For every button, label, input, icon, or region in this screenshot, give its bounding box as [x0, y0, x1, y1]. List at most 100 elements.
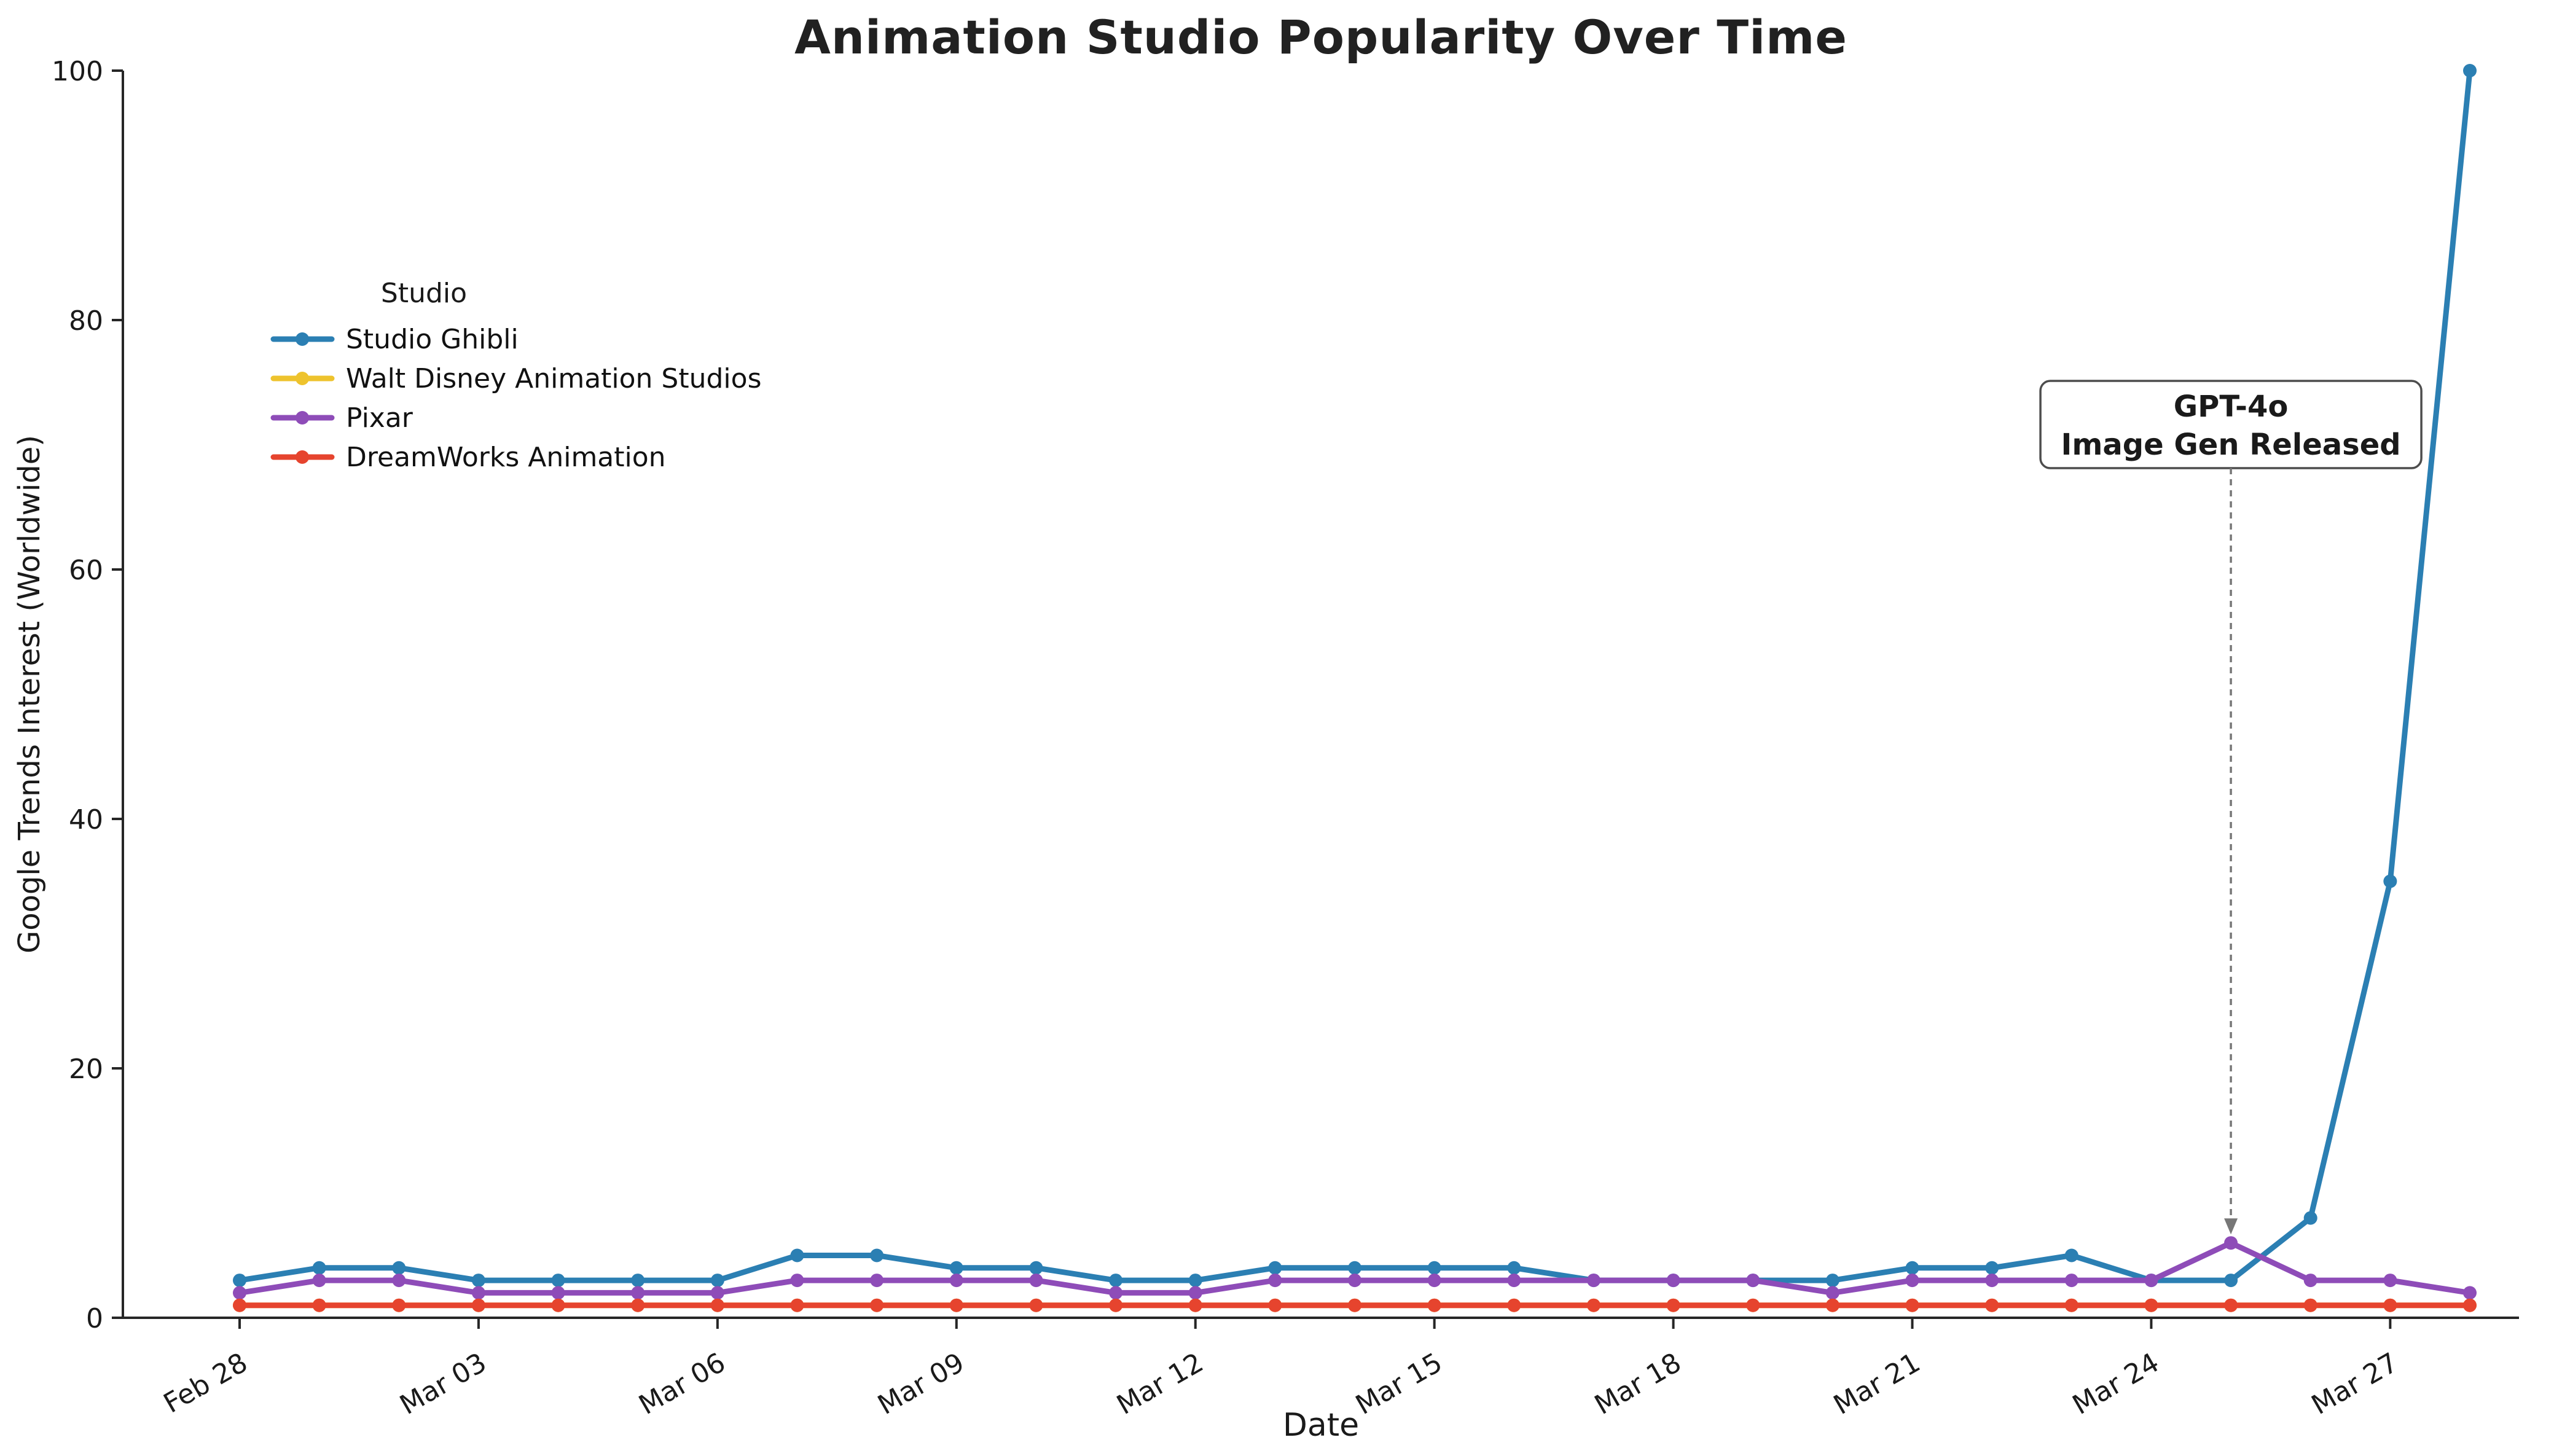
x-tick-label: Mar 18 [1589, 1347, 1686, 1421]
series-marker-dreamworks-animation [1985, 1298, 1999, 1312]
series-marker-studio-ghibli [1507, 1261, 1521, 1275]
y-tick-label: 80 [69, 305, 103, 337]
x-tick-label: Mar 09 [872, 1347, 970, 1421]
series-marker-pixar [2224, 1236, 2238, 1250]
series-marker-pixar [1825, 1286, 1839, 1300]
series-marker-dreamworks-animation [710, 1298, 724, 1312]
series-marker-studio-ghibli [233, 1274, 246, 1288]
series-marker-dreamworks-animation [2303, 1298, 2317, 1312]
series-marker-pixar [1109, 1286, 1123, 1300]
series-marker-pixar [1666, 1274, 1680, 1288]
series-marker-studio-ghibli [949, 1261, 963, 1275]
annotation-line-2: Image Gen Released [2061, 428, 2401, 462]
x-tick-label: Feb 28 [159, 1347, 253, 1419]
legend-label-walt-disney-animation-studios: Walt Disney Animation Studios [346, 363, 762, 394]
series-marker-dreamworks-animation [2064, 1298, 2078, 1312]
legend-marker-dreamworks-animation [296, 450, 309, 464]
legend-marker-walt-disney-animation-studios [296, 372, 309, 385]
series-marker-dreamworks-animation [1427, 1298, 1441, 1312]
x-tick-label: Mar 12 [1111, 1347, 1209, 1421]
series-marker-pixar [1427, 1274, 1441, 1288]
series-marker-pixar [1586, 1274, 1600, 1288]
series-marker-studio-ghibli [790, 1248, 804, 1262]
series-marker-studio-ghibli [631, 1274, 645, 1288]
y-tick-label: 60 [69, 555, 103, 586]
series-marker-pixar [790, 1274, 804, 1288]
series-marker-pixar [2463, 1286, 2477, 1300]
series-marker-dreamworks-animation [1188, 1298, 1202, 1312]
series-marker-studio-ghibli [710, 1274, 724, 1288]
series-marker-dreamworks-animation [471, 1298, 485, 1312]
series-marker-studio-ghibli [1825, 1274, 1839, 1288]
series-marker-studio-ghibli [1188, 1274, 1202, 1288]
series-marker-dreamworks-animation [233, 1298, 246, 1312]
series-marker-dreamworks-animation [870, 1298, 884, 1312]
series-marker-dreamworks-animation [2224, 1298, 2238, 1312]
series-marker-studio-ghibli [392, 1261, 406, 1275]
series-marker-dreamworks-animation [631, 1298, 645, 1312]
series-marker-studio-ghibli [2064, 1248, 2078, 1262]
series-marker-studio-ghibli [471, 1274, 485, 1288]
series-marker-pixar [870, 1274, 884, 1288]
x-tick-label: Mar 03 [394, 1347, 492, 1421]
series-marker-dreamworks-animation [1905, 1298, 1919, 1312]
series-marker-pixar [1507, 1274, 1521, 1288]
series-marker-dreamworks-animation [1666, 1298, 1680, 1312]
series-marker-pixar [1348, 1274, 1361, 1288]
x-tick-label: Mar 21 [1828, 1347, 1925, 1421]
series-marker-pixar [710, 1286, 724, 1300]
x-tick-label: Mar 15 [1350, 1347, 1447, 1421]
series-marker-pixar [312, 1274, 326, 1288]
series-line-studio-ghibli [237, 68, 2473, 1283]
x-tick-label: Mar 27 [2306, 1347, 2403, 1421]
series-marker-dreamworks-animation [1348, 1298, 1361, 1312]
y-tick-label: 40 [69, 804, 103, 836]
annotation-arrowhead [2224, 1218, 2238, 1235]
x-axis-label: Date [1282, 1407, 1360, 1444]
series-marker-pixar [2303, 1274, 2317, 1288]
series-marker-pixar [1746, 1274, 1760, 1288]
series-marker-dreamworks-animation [1109, 1298, 1123, 1312]
legend-marker-pixar [296, 411, 309, 425]
series-marker-dreamworks-animation [1825, 1298, 1839, 1312]
series-marker-studio-ghibli [2383, 874, 2397, 888]
series-marker-dreamworks-animation [1268, 1298, 1282, 1312]
series-marker-pixar [233, 1286, 246, 1300]
series-marker-studio-ghibli [1348, 1261, 1361, 1275]
legend-title: Studio [381, 278, 467, 309]
legend-label-studio-ghibli: Studio Ghibli [346, 324, 519, 355]
series-marker-dreamworks-animation [2463, 1298, 2477, 1312]
legend-label-dreamworks-animation: DreamWorks Animation [346, 442, 666, 473]
series-marker-studio-ghibli [2303, 1211, 2317, 1225]
legend-label-pixar: Pixar [346, 402, 413, 434]
series-marker-pixar [2064, 1274, 2078, 1288]
series-marker-pixar [551, 1286, 565, 1300]
series-marker-dreamworks-animation [312, 1298, 326, 1312]
series-marker-studio-ghibli [551, 1274, 565, 1288]
series-marker-dreamworks-animation [1586, 1298, 1600, 1312]
y-tick-label: 20 [69, 1054, 103, 1085]
series-marker-studio-ghibli [870, 1248, 884, 1262]
y-tick-label: 0 [86, 1303, 103, 1334]
chart-title: Animation Studio Popularity Over Time [794, 10, 1847, 65]
series-marker-pixar [1188, 1286, 1202, 1300]
x-tick-label: Mar 24 [2067, 1347, 2164, 1421]
series-marker-pixar [2144, 1274, 2158, 1288]
series-marker-pixar [949, 1274, 963, 1288]
series-marker-dreamworks-animation [1746, 1298, 1760, 1312]
series-marker-dreamworks-animation [392, 1298, 406, 1312]
series-marker-studio-ghibli [1985, 1261, 1999, 1275]
series-marker-studio-ghibli [1427, 1261, 1441, 1275]
series-marker-dreamworks-animation [790, 1298, 804, 1312]
series-marker-pixar [631, 1286, 645, 1300]
series-marker-pixar [2383, 1274, 2397, 1288]
series-marker-pixar [1268, 1274, 1282, 1288]
series-marker-studio-ghibli [2463, 64, 2477, 77]
series-marker-studio-ghibli [2224, 1274, 2238, 1288]
series-marker-pixar [1905, 1274, 1919, 1288]
series-marker-pixar [471, 1286, 485, 1300]
series-marker-dreamworks-animation [2144, 1298, 2158, 1312]
series-marker-studio-ghibli [1268, 1261, 1282, 1275]
